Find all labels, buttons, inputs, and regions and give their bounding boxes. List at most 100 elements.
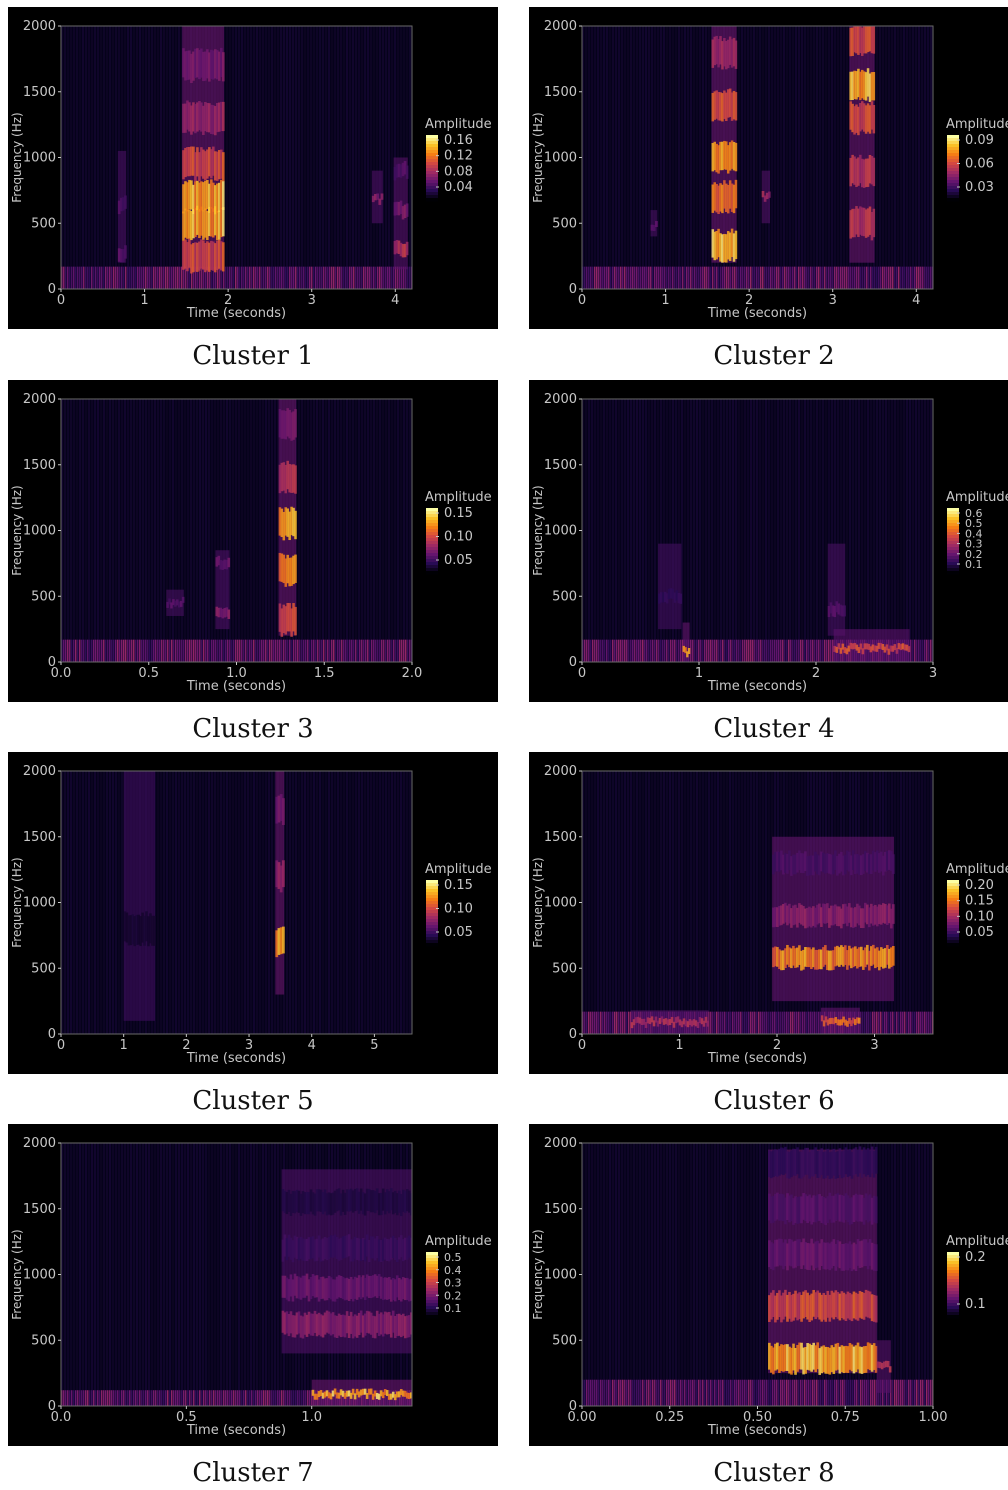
colorbar-segment [426,940,438,944]
event-band [278,408,282,438]
event-band [828,1018,832,1025]
event-band [734,92,738,121]
event-band [782,903,785,924]
background-column [238,771,240,1034]
background-column [190,399,192,662]
event-band [278,552,282,582]
event-band [853,106,856,135]
event-band [286,460,289,490]
noise-column [644,1379,646,1406]
background-column [681,1143,683,1406]
event-band [295,1236,299,1259]
noise-column [626,266,628,289]
noise-column [69,1390,71,1406]
event-band [725,234,728,263]
event-band [881,643,885,650]
event-band [836,1151,840,1179]
noise-column [107,639,109,662]
noise-column [267,639,269,662]
noise-column [75,639,77,662]
event-band [210,240,213,271]
noise-column [902,266,904,289]
noise-column [249,266,251,289]
event-band [824,1016,828,1023]
event-band [872,850,875,871]
event-band [363,1388,367,1395]
event-band [792,905,795,926]
noise-column [141,639,143,662]
event-band [696,1021,700,1028]
background-column [672,26,674,289]
noise-column [918,266,920,289]
background-column [882,26,884,289]
event-band [796,852,799,873]
noise-column [185,266,187,289]
noise-column [670,266,672,289]
event-band [221,180,225,210]
noise-column [77,639,79,662]
background-column [142,26,144,289]
background-column [597,1143,599,1406]
background-column [738,771,740,1034]
event-band [870,854,873,874]
noise-column [734,639,736,662]
event-band [826,1019,830,1026]
event-band [850,907,853,928]
background-column [621,771,623,1034]
event-band [870,211,874,241]
background-column [259,26,261,289]
colorbar-segment [426,922,438,926]
background-column [100,771,102,1034]
event-band [397,201,401,216]
noise-column [676,1379,678,1406]
background-column [394,399,396,662]
noise-column [279,639,281,662]
background-column [283,26,285,289]
event-band [824,1242,828,1270]
event-band [343,1192,347,1215]
event-band [857,106,860,136]
event-band [204,208,207,238]
noise-column [816,639,818,662]
event-band [679,593,683,604]
noise-column [862,1379,864,1406]
background-column [612,399,614,662]
event-band [857,1017,861,1024]
background-column [340,399,342,662]
colorbar-segment [426,1252,438,1256]
event-band [206,49,209,79]
event-band [327,1392,331,1399]
noise-column [906,266,908,289]
event-band [371,1190,375,1213]
noise-column [718,1011,720,1034]
background-column [79,1143,81,1406]
noise-column [812,1379,814,1406]
noise-column [898,266,900,289]
noise-column [127,639,129,662]
background-column [825,26,827,289]
background-column [813,26,815,289]
noise-column [608,1379,610,1406]
background-column [343,26,345,289]
event-band [315,1238,319,1261]
event-band [888,1366,892,1373]
background-column [349,399,351,662]
background-column [91,399,93,662]
background-column [648,399,650,662]
background-column [190,1143,192,1406]
background-column [127,26,129,289]
colorbar-segment [947,895,959,899]
event-band [284,410,288,440]
event-band [844,903,847,924]
event-band [301,1316,305,1339]
noise-column [255,1390,257,1406]
event-band [383,1237,387,1260]
noise-column [399,639,401,662]
event-band [405,1315,409,1338]
noise-column [662,1379,664,1406]
colorbar-tick-label: 0.10 [965,909,994,924]
event-band [323,1391,327,1398]
background-column [633,771,635,1034]
